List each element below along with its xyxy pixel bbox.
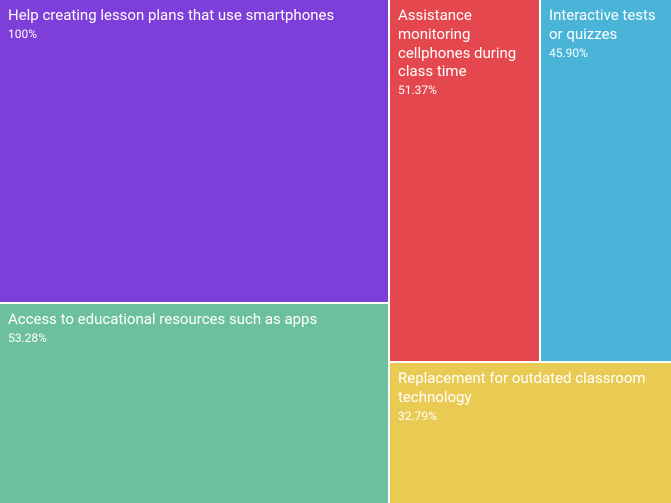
tile-label: Replacement for outdated classroom techn… <box>398 369 663 407</box>
tile-value: 32.79% <box>398 409 663 423</box>
tile-value: 51.37% <box>398 83 531 97</box>
treemap-tile-educational-resources: Access to educational resources such as … <box>0 304 388 503</box>
tile-label: Access to educational resources such as … <box>8 310 380 329</box>
tile-label: Help creating lesson plans that use smar… <box>8 6 380 25</box>
treemap-chart: Help creating lesson plans that use smar… <box>0 0 671 503</box>
treemap-tile-monitoring: Assistance monitoring cellphones during … <box>390 0 539 361</box>
tile-value: 100% <box>8 27 380 41</box>
treemap-tile-replacement-tech: Replacement for outdated classroom techn… <box>390 363 671 503</box>
tile-label: Interactive tests or quizzes <box>549 6 663 44</box>
treemap-tile-lesson-plans: Help creating lesson plans that use smar… <box>0 0 388 302</box>
tile-label: Assistance monitoring cellphones during … <box>398 6 531 81</box>
treemap-tile-interactive-tests: Interactive tests or quizzes 45.90% <box>541 0 671 361</box>
tile-value: 45.90% <box>549 46 663 60</box>
tile-value: 53.28% <box>8 331 380 345</box>
